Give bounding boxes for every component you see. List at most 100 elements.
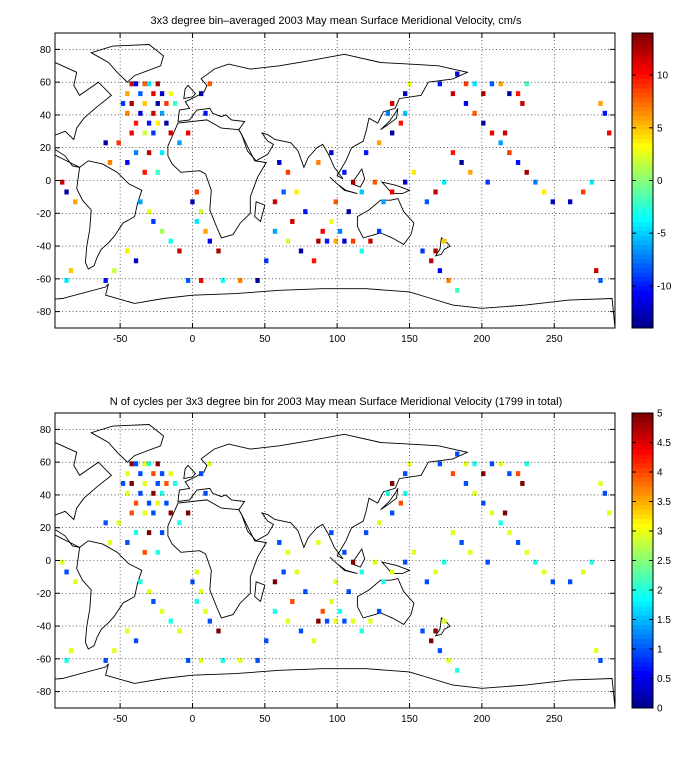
bin-cell [463,101,469,106]
bin-cell [68,648,74,654]
bin-cell [363,530,369,536]
colorbar-swatch [632,445,653,451]
coastline [55,283,615,328]
colorbar-swatch [632,689,653,695]
bin-cell [350,179,356,185]
bin-cell [185,658,191,663]
bin-cell [207,461,212,467]
colorbar-swatch [632,454,653,460]
colorbar-swatch [632,675,653,681]
colorbar-swatch [632,189,653,195]
bin-cell [133,81,139,87]
colorbar-tick-label: 3 [657,527,663,538]
bin-cell [463,461,469,467]
colorbar-swatch [632,588,653,594]
colorbar-swatch [632,203,653,209]
bin-cell [133,530,139,536]
bin-cell [298,248,304,254]
bin-cell [159,150,165,156]
bin-cell [389,101,395,106]
coastline [55,663,615,708]
bin-cell [376,608,382,614]
colorbar-swatch [632,235,653,241]
bin-cell [198,209,204,215]
colorbar-swatch [632,37,653,43]
colorbar-swatch [632,505,653,511]
coastline [434,617,451,637]
bin-cell [580,569,586,575]
bin-cell [129,461,134,467]
bin-cell [64,278,69,283]
bin-cell [159,228,165,234]
bin-cell [151,91,156,97]
bin-cell [342,618,347,624]
bin-cell [376,140,382,146]
bin-cell [485,559,490,565]
bin-cell [285,169,291,175]
colorbar-swatch [632,281,653,288]
colorbar-swatch [632,546,653,552]
bin-cell [264,258,269,264]
bin-cell [333,199,338,205]
colorbar-swatch [632,249,653,255]
bin-cell [164,101,169,106]
coastline [380,108,399,131]
colorbar-swatch [632,472,653,479]
colorbar-tick-label: 2.5 [657,556,671,567]
x-tick-label: 0 [190,714,196,725]
bin-cell [103,278,108,283]
x-tick-label: 150 [401,714,418,725]
colorbar-tick-label: 4.5 [657,438,671,449]
bin-cell [533,179,538,185]
coastline [167,119,268,239]
colorbar-swatch [632,643,653,649]
x-tick-label: 250 [546,714,563,725]
colorbar-swatch [632,304,653,311]
colorbar-swatch [632,69,653,75]
bin-cell [450,150,456,156]
bin-cell [159,110,165,116]
bin-cell [411,169,417,175]
colorbar-swatch [632,440,653,446]
colorbar-swatch [632,500,653,506]
bin-cell [146,120,152,126]
colorbar-swatch [632,666,653,672]
bin-cell [172,101,178,106]
colorbar-swatch [632,300,653,306]
bin-cell [177,520,182,526]
bin-cell [194,569,199,575]
bin-cell [125,540,130,545]
bin-cell [112,268,117,274]
bin-cell [472,81,477,87]
colorbar-swatch [632,198,653,205]
bin-cell [316,160,321,165]
colorbar-swatch [632,652,653,658]
bin-cell [389,189,395,195]
colorbar-swatch [632,148,653,154]
colorbar-swatch [632,519,653,525]
colorbar-swatch [632,565,653,571]
bin-cell [129,81,134,87]
colorbar-tick-label: 1 [657,645,663,656]
bin-cell [420,628,425,634]
bin-cell [281,569,286,575]
bin-cell [602,490,608,496]
y-tick-label: -60 [37,274,52,285]
bin-cell [567,579,573,585]
x-tick-label: 50 [259,714,271,725]
colorbar-swatch [632,468,653,474]
bin-cell [524,549,529,555]
bin-cell [125,248,130,254]
colorbar-swatch [632,620,653,626]
coastline [55,62,113,168]
colorbar-swatch [632,528,653,534]
x-tick-label: 200 [474,714,491,725]
bin-cell [294,189,299,195]
bin-cell [411,549,417,555]
colorbar-tick-label: -5 [657,229,666,240]
bin-cell [329,150,334,156]
colorbar-swatch [632,482,653,488]
colorbar-swatch [632,65,653,71]
bin-cell [155,101,160,106]
colorbar-swatch [632,449,653,455]
